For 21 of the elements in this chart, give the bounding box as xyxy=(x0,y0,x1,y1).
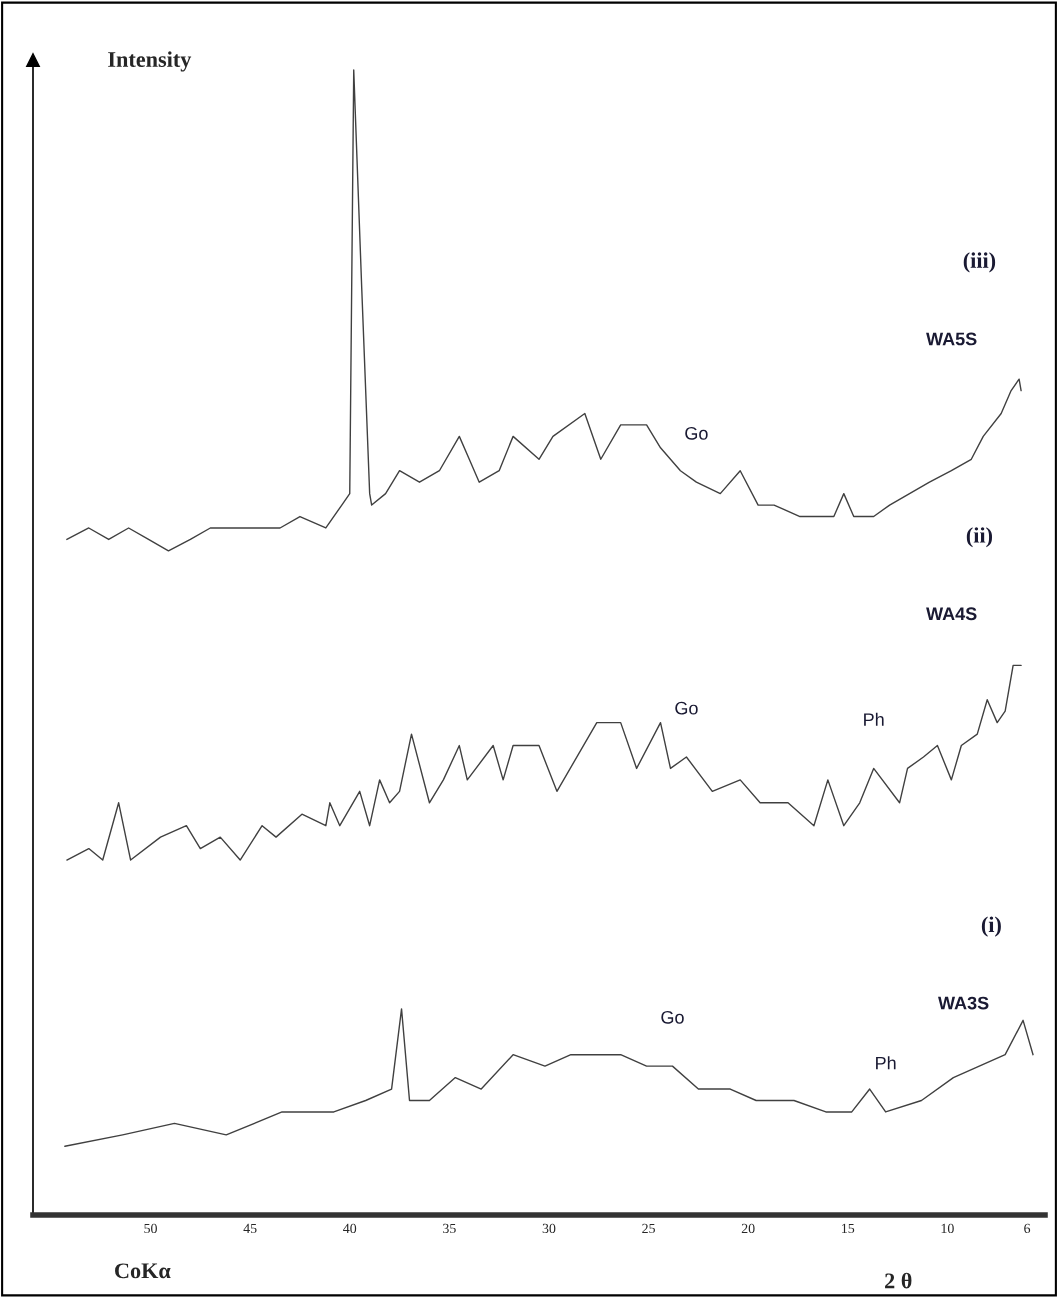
x-tick-label: 35 xyxy=(443,1223,456,1234)
x-tick-label: 10 xyxy=(941,1223,954,1234)
text: (i) WA3S xyxy=(938,916,1001,1010)
text: (ii) WA4S xyxy=(926,527,993,621)
text: (iii) WA5S xyxy=(926,252,996,346)
x-tick-label: 50 xyxy=(144,1223,157,1234)
x-tick-label: 20 xyxy=(741,1223,755,1234)
annotation: Ph xyxy=(876,1056,896,1070)
x-tick-label: 15 xyxy=(842,1223,855,1234)
annotation: Go xyxy=(661,1010,684,1024)
x-axis-title: 2 θ xyxy=(885,1272,912,1289)
text: CoKα xyxy=(115,1263,171,1279)
x-tick-label: 30 xyxy=(542,1223,556,1234)
x-tick-label: 45 xyxy=(243,1223,257,1234)
annotation: Go xyxy=(685,426,708,440)
annotation: Ph xyxy=(864,712,884,726)
y-axis-title: Intensity xyxy=(108,51,192,72)
x-tick-label: 25 xyxy=(642,1223,655,1234)
annotation: Go xyxy=(675,701,698,715)
x-tick-label: 40 xyxy=(343,1223,357,1234)
x-tick-label: 6 xyxy=(1024,1223,1031,1234)
